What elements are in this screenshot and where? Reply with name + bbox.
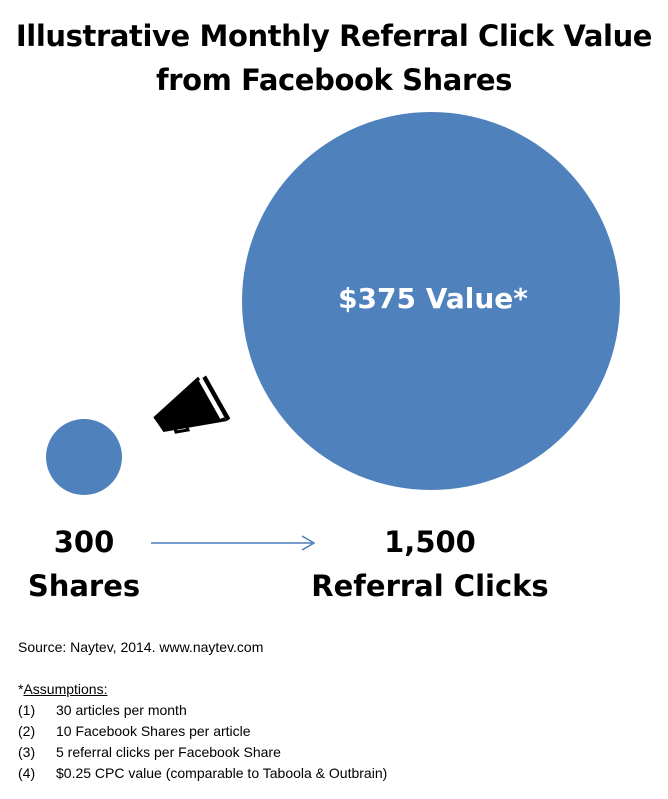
list-item-text: $0.25 CPC value (comparable to Taboola &… — [56, 765, 388, 781]
list-item-number: (2) — [18, 723, 36, 739]
list-item-number: (4) — [18, 765, 36, 781]
list-item: (3) 5 referral clicks per Facebook Share — [18, 742, 387, 763]
list-item-number: (3) — [18, 744, 36, 760]
arrow-right-icon — [151, 535, 316, 551]
asterisk: * — [18, 681, 24, 697]
assumptions-list: *Assumptions: (1) 30 articles per month … — [18, 679, 387, 784]
assumptions-heading: *Assumptions: — [18, 679, 387, 700]
list-item-text: 10 Facebook Shares per article — [56, 723, 251, 739]
list-item-number: (1) — [18, 702, 36, 718]
assumptions-heading-text: Assumptions: — [23, 681, 108, 697]
value-label: $375 Value* — [338, 281, 528, 315]
chart-title: Illustrative Monthly Referral Click Valu… — [0, 14, 668, 102]
list-item: (2) 10 Facebook Shares per article — [18, 721, 387, 742]
list-item: (4) $0.25 CPC value (comparable to Taboo… — [18, 763, 387, 784]
clicks-number: 1,500 — [384, 525, 476, 559]
title-line-1: Illustrative Monthly Referral Click Valu… — [15, 19, 653, 53]
shares-number: 300 — [53, 525, 115, 559]
clicks-text: Referral Clicks — [311, 569, 549, 603]
megaphone-icon — [153, 375, 230, 434]
referral-value-circle: $375 Value* — [242, 112, 620, 490]
shares-text: Shares — [27, 569, 141, 603]
list-item-text: 30 articles per month — [56, 702, 187, 718]
title-line-2: from Facebook Shares — [155, 63, 512, 97]
source-note: Source: Naytev, 2014. www.naytev.com — [18, 639, 264, 655]
list-item-text: 5 referral clicks per Facebook Share — [56, 744, 281, 760]
shares-circle — [46, 419, 122, 495]
referral-clicks-label: 1,500 Referral Clicks — [300, 520, 560, 608]
shares-label: 300 Shares — [14, 520, 154, 608]
list-item: (1) 30 articles per month — [18, 700, 387, 721]
